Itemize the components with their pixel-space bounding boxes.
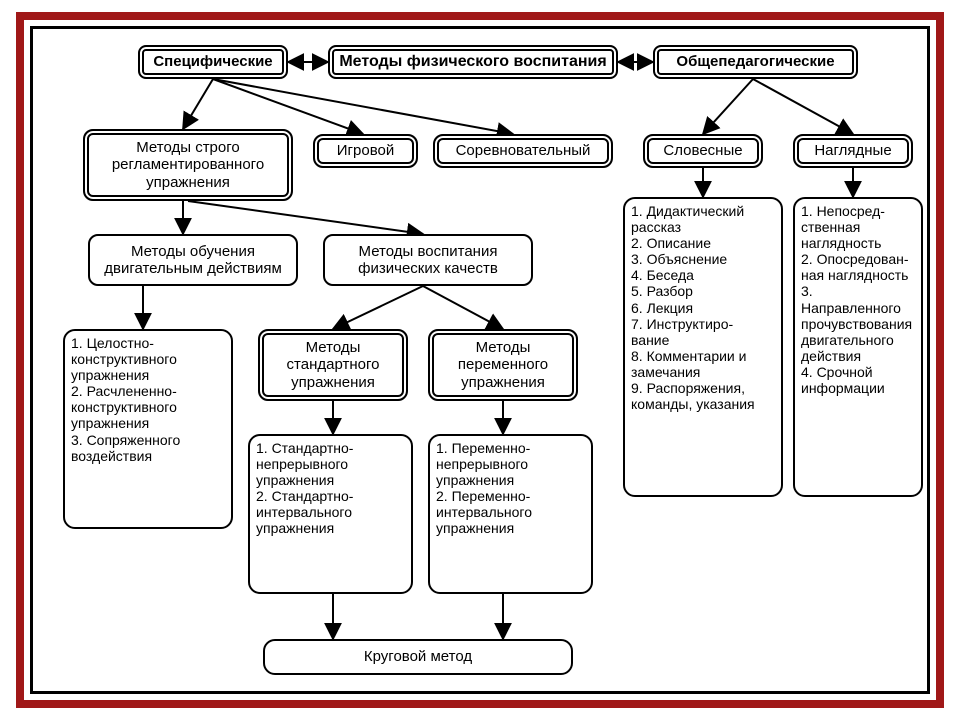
node-root: Методы физического воспитания [328, 45, 618, 79]
edge [423, 286, 503, 329]
node-std_list: 1. Стандартно-непрерывного упражнения 2.… [248, 434, 413, 594]
edge [213, 79, 363, 134]
node-spec: Специфические [138, 45, 288, 79]
edge [333, 286, 423, 329]
node-learn: Методы обучения двигательным действиям [88, 234, 298, 286]
edge [183, 79, 213, 129]
node-verbal_list: 1. Дидактический рассказ 2. Описание 3. … [623, 197, 783, 497]
node-visual_list-label: 1. Непосред- ственная наглядность 2. Опо… [801, 203, 915, 396]
node-circ: Круговой метод [263, 639, 573, 675]
node-game: Игровой [313, 134, 418, 168]
node-game-label: Игровой [337, 142, 394, 159]
node-verbal: Словесные [643, 134, 763, 168]
node-root-label: Методы физического воспитания [339, 53, 606, 71]
node-visual: Наглядные [793, 134, 913, 168]
node-std_list-label: 1. Стандартно-непрерывного упражнения 2.… [256, 440, 405, 537]
node-var-label: Методы переменного упражнения [436, 339, 570, 391]
diagram-canvas: Методы физического воспитания Специфическ… [30, 26, 930, 694]
node-var_list-label: 1. Переменно-непрерывного упражнения 2. … [436, 440, 585, 537]
node-spec-label: Специфические [153, 53, 272, 70]
node-learn_list: 1. Целостно-конструктивного упражнения 2… [63, 329, 233, 529]
node-circ-label: Круговой метод [364, 648, 472, 665]
node-verbal-label: Словесные [663, 142, 742, 159]
node-visual-label: Наглядные [814, 142, 891, 159]
node-qual-label: Методы воспитания физических качеств [331, 243, 525, 278]
edge [188, 201, 423, 234]
edge [213, 79, 513, 134]
node-visual_list: 1. Непосред- ственная наглядность 2. Опо… [793, 197, 923, 497]
node-std: Методы стандартного упражнения [258, 329, 408, 401]
node-regl-label: Методы строго регламентированного упражн… [91, 139, 285, 191]
node-std-label: Методы стандартного упражнения [266, 339, 400, 391]
edge [703, 79, 753, 134]
node-learn_list-label: 1. Целостно-конструктивного упражнения 2… [71, 335, 225, 464]
node-ped: Общепедагогические [653, 45, 858, 79]
node-verbal_list-label: 1. Дидактический рассказ 2. Описание 3. … [631, 203, 775, 412]
node-qual: Методы воспитания физических качеств [323, 234, 533, 286]
node-comp-label: Соревновательный [456, 142, 591, 159]
node-comp: Соревновательный [433, 134, 613, 168]
node-learn-label: Методы обучения двигательным действиям [96, 243, 290, 278]
node-ped-label: Общепедагогические [676, 53, 834, 70]
node-var_list: 1. Переменно-непрерывного упражнения 2. … [428, 434, 593, 594]
outer-frame: Методы физического воспитания Специфическ… [16, 12, 944, 708]
node-var: Методы переменного упражнения [428, 329, 578, 401]
node-regl: Методы строго регламентированного упражн… [83, 129, 293, 201]
edge [753, 79, 853, 134]
